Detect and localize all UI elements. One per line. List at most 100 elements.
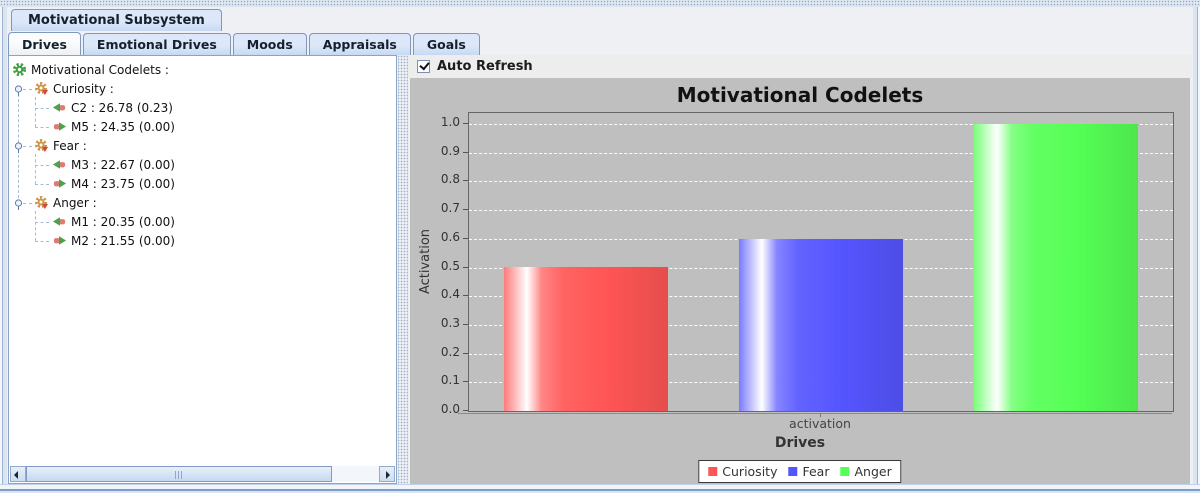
y-tick-label: 0.6 [440,229,460,244]
tab-label: Moods [246,37,293,52]
gridline [469,124,1173,125]
arrow-right-icon [53,236,67,245]
window-frame-top [0,0,1200,7]
tree-node-fear[interactable]: Fear : [34,136,87,155]
tree-node-anger[interactable]: Anger : [34,193,97,212]
y-tick-label: 0.2 [440,344,460,359]
tree-node-label: Motivational Codelets : [31,62,169,77]
y-tick-mark [463,209,468,211]
scroll-right-button[interactable] [379,466,395,482]
tree-node-label: C2 : 26.78 (0.23) [71,100,173,115]
tree-expand-handle[interactable] [14,197,23,210]
y-tick-mark [463,237,468,239]
tab-goals[interactable]: Goals [412,33,480,55]
window-frame-right [1193,7,1200,484]
arrow-left-icon [52,160,66,169]
x-axis-tick [820,413,821,417]
scroll-right-icon [386,471,390,479]
scroll-left-icon [14,471,18,479]
tree-node-m1[interactable]: M1 : 20.35 (0.00) [52,212,175,231]
y-tick-label: 0.0 [440,402,460,416]
legend-item-curiosity: Curiosity [708,464,777,479]
tree-connector-line [35,126,49,128]
tab-motivational-subsystem-label: Motivational Subsystem [28,13,205,28]
drives-tab-bar: Drives Emotional Drives Moods Appraisals Goa… [8,32,480,55]
tree-node-label: M5 : 24.35 (0.00) [71,119,175,134]
auto-refresh-checkbox[interactable] [417,59,430,73]
tree-connector-line [23,202,32,204]
tab-appraisals[interactable]: Appraisals [308,33,411,55]
tree-node-curiosity[interactable]: Curiosity : [34,79,114,98]
gear-orange-icon [35,139,49,153]
scrollbar-grip-icon [175,471,183,479]
legend-swatch-icon [708,467,718,476]
tree-node-m3[interactable]: M3 : 22.67 (0.00) [52,155,175,174]
gear-green-icon [12,62,27,77]
bar-fear [739,239,903,411]
y-tick-mark [463,151,468,153]
codelet-tree[interactable]: Motivational Codelets : Curiosity : C2 : 2… [10,57,395,466]
arrow-left-icon [52,103,66,112]
scroll-left-button[interactable] [10,466,26,482]
scrollbar-thumb[interactable] [26,466,332,482]
legend-label: Anger [854,464,892,479]
y-tick-label: 0.9 [440,143,460,158]
gridline [469,181,1173,183]
tree-node-label: M3 : 22.67 (0.00) [71,157,175,172]
auto-refresh-label: Auto Refresh [437,59,533,74]
tab-emotional-drives[interactable]: Emotional Drives [82,33,231,55]
legend-item-anger: Anger [840,464,892,479]
chart-legend: Curiosity Fear Anger [698,460,902,483]
tree-node-m2[interactable]: M2 : 21.55 (0.00) [52,231,175,250]
tab-label: Appraisals [322,37,397,52]
tree-expand-handle[interactable] [14,140,23,153]
x-axis-line [458,413,1172,414]
tree-node-m5[interactable]: M5 : 24.35 (0.00) [52,117,175,136]
tree-node-label: M2 : 21.55 (0.00) [71,233,175,248]
y-tick-label: 0.7 [440,201,460,216]
legend-label: Fear [802,464,830,479]
tree-node-label: Curiosity : [53,81,114,96]
window-frame-bottom [0,484,1200,493]
y-tick-mark [463,323,468,325]
y-tick-mark [463,180,468,182]
y-tick-label: 0.5 [440,258,460,273]
tab-motivational-subsystem[interactable]: Motivational Subsystem [11,9,222,31]
tab-label: Emotional Drives [96,37,217,52]
tab-label: Goals [426,37,466,52]
tree-expand-handle[interactable] [14,83,23,96]
tree-horizontal-scrollbar[interactable] [10,466,395,482]
auto-refresh-bar: Auto Refresh [408,55,1192,78]
tree-node-c2[interactable]: C2 : 26.78 (0.23) [52,98,173,117]
checkmark-icon [419,59,430,71]
tree-node-motivational-codelets[interactable]: Motivational Codelets : [12,60,169,79]
y-tick-mark [463,352,468,354]
legend-swatch-icon [788,467,798,476]
gear-orange-icon [35,196,49,210]
split-pane-divider[interactable] [398,55,408,484]
y-tick-mark [463,381,468,383]
window-frame-left [0,7,7,484]
window-content: Motivational Subsystem Drives Emotional D… [7,7,1193,484]
bar-anger [974,124,1138,411]
x-axis-title: Drives [774,435,826,451]
gridline [469,152,1173,154]
tree-connector-line [23,145,32,147]
plot-area [468,112,1174,412]
tree-connector-line [35,107,49,109]
y-tick-label: 0.1 [440,373,460,388]
tree-node-m4[interactable]: M4 : 23.75 (0.00) [52,174,175,193]
bar-chart: Motivational Codelets Activation 0.0 0.1 0… [410,78,1190,484]
y-tick-mark [463,266,468,268]
tree-connector-line [35,183,49,185]
arrow-right-icon [53,122,67,131]
codelet-tree-panel: Motivational Codelets : Curiosity : C2 : 2… [8,55,397,484]
tree-node-label: Anger : [53,195,97,210]
tree-connector-line [23,88,32,90]
gridline [469,210,1173,212]
tab-moods[interactable]: Moods [232,33,307,55]
tab-drives[interactable]: Drives [8,32,81,55]
category-label: activation [789,416,851,431]
tree-connector-line [35,153,36,184]
